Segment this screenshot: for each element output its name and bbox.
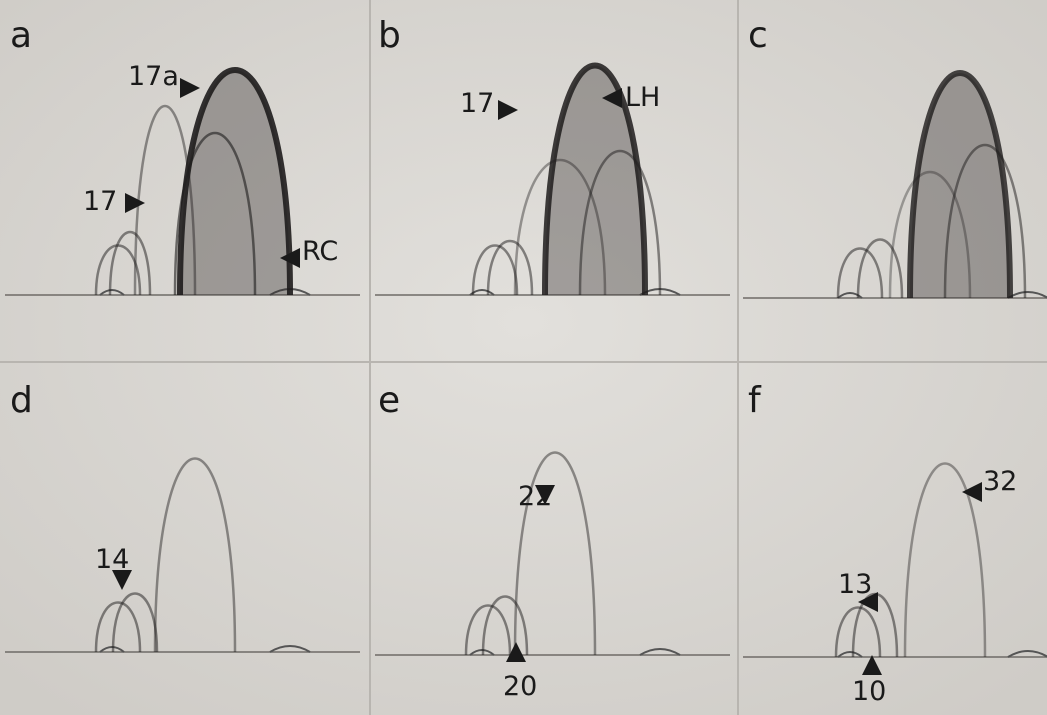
arrowhead	[112, 570, 132, 590]
precipitin-arc	[513, 158, 607, 296]
precipitin-arc	[471, 244, 519, 296]
precipitin-arc	[94, 601, 142, 653]
precipitin-arc	[578, 149, 662, 296]
arrowhead	[498, 100, 518, 120]
arrowhead	[862, 655, 882, 675]
precipitin-arc	[108, 231, 152, 296]
well	[837, 650, 1047, 658]
arrowhead	[602, 88, 622, 108]
panel-letter: a	[10, 15, 32, 56]
arrowhead	[180, 78, 200, 98]
arrowhead	[506, 642, 526, 662]
precipitin-arc	[513, 451, 597, 656]
precipitin-arc	[903, 462, 987, 658]
arrowhead	[962, 482, 982, 502]
precipitin-arc	[856, 238, 904, 299]
precipitin-arc	[836, 247, 884, 299]
annotation-label: 10	[852, 676, 886, 707]
precipitin-arc	[907, 70, 1013, 299]
precipitin-arc	[943, 144, 1027, 299]
panel-letter: b	[378, 15, 401, 56]
arrowhead	[280, 248, 300, 268]
annotation-label: 22	[518, 481, 552, 512]
precipitin-arc	[481, 595, 529, 656]
precipitin-arc	[94, 244, 142, 296]
precipitin-arc	[464, 604, 512, 656]
annotation-label: 13	[838, 569, 872, 600]
arrowhead	[125, 193, 145, 213]
arrowhead	[858, 592, 878, 612]
annotation-label: RC	[302, 236, 338, 267]
precipitin-arc	[486, 239, 534, 296]
panel-letter: e	[378, 380, 400, 421]
annotation-label: 17a	[128, 61, 179, 92]
precipitin-arc	[111, 592, 159, 653]
precipitin-arc	[173, 132, 257, 296]
precipitin-arc	[834, 606, 882, 658]
panel-letter: f	[748, 380, 762, 421]
annotation-label: LH	[625, 82, 660, 113]
precipitin-arc	[153, 457, 237, 653]
precipitin-arc	[177, 67, 293, 296]
annotation-label: 17	[83, 186, 117, 217]
panel-letter: c	[748, 15, 768, 56]
precipitin-arc	[888, 171, 972, 299]
panel-letter: d	[10, 380, 33, 421]
annotation-label: 32	[983, 466, 1017, 497]
annotation-label: 17	[460, 88, 494, 119]
annotation-label: 20	[503, 671, 537, 702]
annotation-label: 14	[95, 544, 129, 575]
arrowhead	[535, 485, 555, 505]
